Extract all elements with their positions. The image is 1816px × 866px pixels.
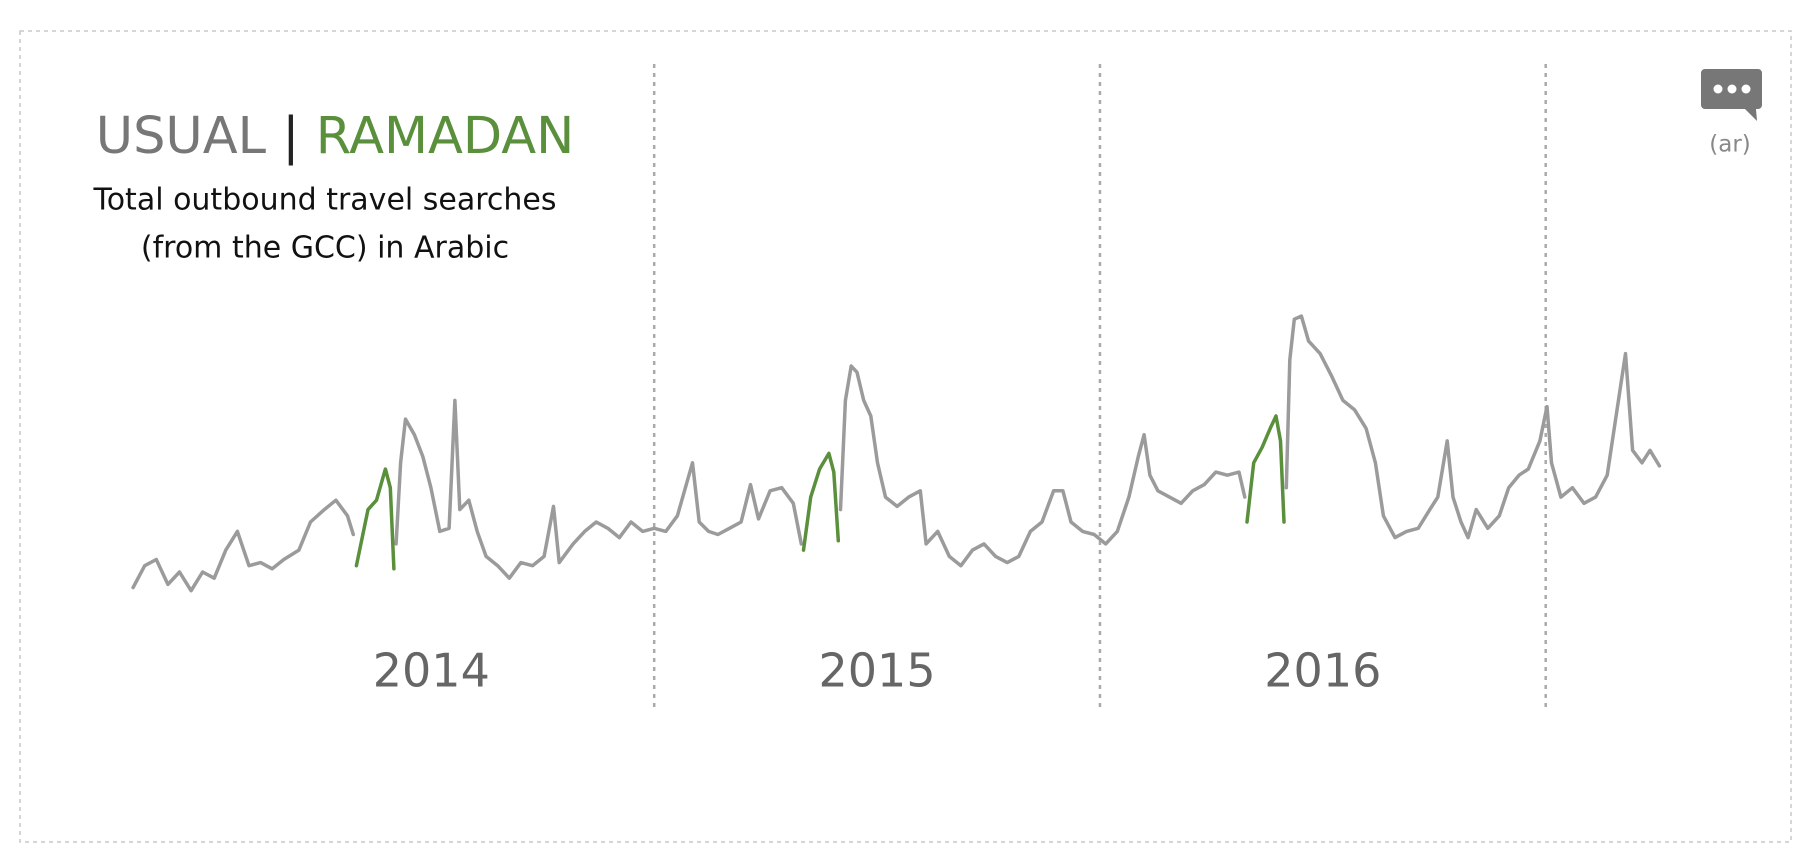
icon-dot [1741, 84, 1751, 94]
subtitle: (from the GCC) in Arabic [141, 231, 509, 266]
series-line [354, 414, 1286, 571]
legend-separator: | [282, 107, 299, 166]
icon-dot [1713, 84, 1723, 94]
legend: USUAL | RAMADAN [96, 107, 575, 166]
subtitle: Total outbound travel searches [92, 183, 556, 218]
x-tick-label: 2015 [819, 644, 936, 698]
comment-icon[interactable] [1701, 69, 1762, 121]
x-tick-label: 2014 [373, 644, 490, 698]
icon-dot [1727, 84, 1737, 94]
frame [19, 30, 1792, 843]
legend-entry: USUAL [96, 107, 267, 166]
language-label[interactable]: (ar) [1709, 132, 1751, 158]
x-tick-label: 2016 [1264, 644, 1381, 698]
series-line [131, 314, 1662, 593]
icon-bubble [1701, 69, 1762, 121]
legend-entry: RAMADAN [316, 107, 575, 166]
